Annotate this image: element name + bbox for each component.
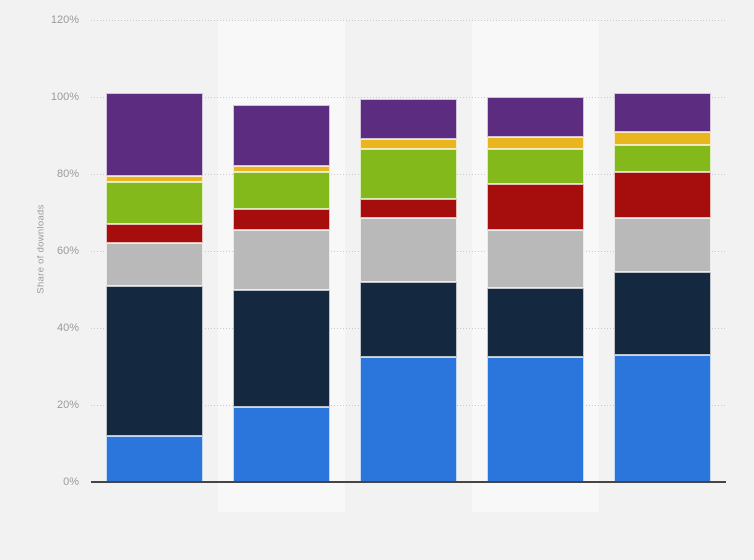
bar-segment-purple[interactable] (233, 104, 330, 167)
bar-4 (487, 97, 584, 482)
bar-segment-green[interactable] (360, 149, 457, 200)
bar-segment-yellow[interactable] (487, 137, 584, 149)
bar-segment-green[interactable] (487, 149, 584, 184)
x-axis-line (91, 481, 726, 483)
bar-segment-blue[interactable] (614, 354, 711, 482)
bar-segment-dark-red[interactable] (360, 199, 457, 219)
y-axis-title: Share of downloads (35, 204, 47, 294)
bar-segment-dark-red[interactable] (614, 172, 711, 219)
bar-segment-green[interactable] (106, 181, 203, 225)
bar-segment-gray[interactable] (614, 218, 711, 273)
y-tick-label: 0% (63, 476, 79, 488)
y-tick-label: 40% (56, 322, 79, 334)
bar-segment-dark-navy[interactable] (614, 272, 711, 355)
bar-2 (233, 104, 330, 482)
bar-segment-blue[interactable] (487, 356, 584, 482)
bar-segment-green[interactable] (614, 145, 711, 173)
bar-segment-dark-navy[interactable] (487, 287, 584, 357)
bar-segment-gray[interactable] (106, 243, 203, 286)
bar-segment-dark-red[interactable] (233, 208, 330, 230)
bar-segment-purple[interactable] (106, 93, 203, 176)
bar-segment-yellow[interactable] (106, 175, 203, 182)
bar-segment-blue[interactable] (106, 435, 203, 482)
bar-segment-dark-navy[interactable] (233, 289, 330, 407)
bar-segment-dark-red[interactable] (487, 183, 584, 230)
gridline (91, 20, 726, 21)
bar-segment-dark-navy[interactable] (360, 281, 457, 357)
bar-segment-purple[interactable] (487, 97, 584, 138)
bar-segment-blue[interactable] (360, 356, 457, 482)
y-tick-label: 20% (56, 399, 79, 411)
y-tick-label: 120% (50, 14, 79, 26)
bar-segment-purple[interactable] (614, 93, 711, 132)
bar-3 (360, 98, 457, 482)
bar-segment-purple[interactable] (360, 98, 457, 140)
gridline (91, 97, 726, 98)
bar-segment-yellow[interactable] (233, 166, 330, 173)
bar-segment-yellow[interactable] (360, 139, 457, 149)
bar-1 (106, 93, 203, 482)
bar-segment-blue[interactable] (233, 406, 330, 482)
bar-segment-gray[interactable] (233, 229, 330, 290)
bar-segment-gray[interactable] (487, 229, 584, 288)
bar-segment-dark-navy[interactable] (106, 285, 203, 436)
bar-5 (614, 93, 711, 482)
y-tick-label: 100% (50, 91, 79, 103)
bar-segment-gray[interactable] (360, 218, 457, 282)
bar-segment-dark-red[interactable] (106, 224, 203, 244)
bar-segment-yellow[interactable] (614, 131, 711, 146)
bar-segment-green[interactable] (233, 172, 330, 209)
y-tick-label: 80% (56, 168, 79, 180)
y-tick-label: 60% (56, 245, 79, 257)
